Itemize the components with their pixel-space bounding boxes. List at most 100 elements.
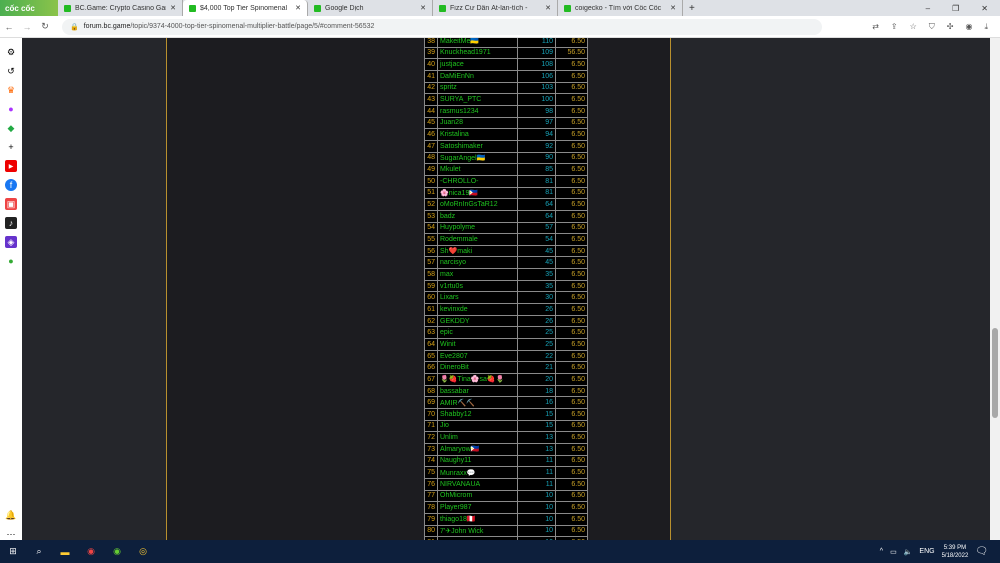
minimize-icon[interactable]: – bbox=[925, 3, 931, 13]
username-cell: Sh❤️maki bbox=[437, 244, 518, 258]
network-icon[interactable]: ▭ bbox=[890, 548, 897, 556]
more-icon[interactable]: ⋯ bbox=[6, 528, 16, 539]
game-icon[interactable]: ◆ bbox=[7, 122, 15, 133]
score-cell: 22 bbox=[517, 349, 556, 363]
scrollbar-thumb[interactable] bbox=[992, 328, 998, 418]
youtube-icon[interactable]: ▶ bbox=[5, 160, 17, 172]
close-tab-icon[interactable]: ✕ bbox=[170, 5, 176, 12]
rank-cell: 49 bbox=[424, 163, 438, 176]
extensions-icon[interactable]: ✣ bbox=[946, 21, 954, 31]
lock-icon: 🔒 bbox=[70, 23, 79, 31]
close-tab-icon[interactable]: ✕ bbox=[295, 5, 301, 12]
clock[interactable]: 5:39 PM 5/18/2022 bbox=[941, 544, 969, 559]
table-row: 64 Winit 25 6.50 bbox=[424, 338, 588, 351]
facebook-icon[interactable]: f bbox=[5, 179, 17, 191]
close-window-icon[interactable]: ✕ bbox=[981, 3, 988, 13]
close-tab-icon[interactable]: ✕ bbox=[420, 5, 426, 12]
rank-cell: 53 bbox=[424, 209, 438, 223]
score-cell: 103 bbox=[517, 81, 556, 95]
rank-cell: 47 bbox=[424, 139, 438, 153]
table-row: 68 bassabar 18 6.50 bbox=[424, 384, 588, 398]
new-tab-button[interactable]: + bbox=[689, 2, 695, 14]
table-row: 55 Rodemmale 54 6.50 bbox=[424, 233, 588, 246]
maximize-icon[interactable]: ❐ bbox=[952, 3, 960, 13]
chrome-icon[interactable]: ◉ bbox=[87, 546, 95, 556]
username-cell: epic bbox=[437, 326, 518, 340]
prize-cell: 6.50 bbox=[555, 93, 588, 106]
browser-tab[interactable]: BC.Game: Crypto Casino Gam ✕ bbox=[58, 0, 183, 16]
download-icon[interactable]: ⤓ bbox=[984, 21, 988, 31]
share-icon[interactable]: ⇪ bbox=[890, 21, 898, 31]
close-tab-icon[interactable]: ✕ bbox=[670, 5, 676, 12]
table-row: 60 Lixars 30 6.50 bbox=[424, 291, 588, 305]
table-row: 57 narcisyo 45 6.50 bbox=[424, 256, 588, 270]
windows-start-icon[interactable]: ⊞ bbox=[9, 546, 17, 556]
score-cell: 81 bbox=[517, 186, 556, 200]
prize-cell: 6.50 bbox=[555, 512, 588, 526]
score-cell: 90 bbox=[517, 151, 556, 165]
username-cell: rasmus1234 bbox=[437, 104, 518, 118]
tray-chevron-icon[interactable]: ^ bbox=[879, 548, 884, 555]
profile-icon[interactable]: ◉ bbox=[965, 21, 973, 31]
shield-icon[interactable]: ⛉ bbox=[928, 21, 935, 31]
rank-cell: 66 bbox=[424, 361, 438, 375]
app-icon[interactable]: ♪ bbox=[5, 217, 17, 229]
score-cell: 81 bbox=[517, 174, 556, 188]
username-cell: NIRVANAUA bbox=[437, 477, 518, 491]
score-cell: 106 bbox=[517, 69, 556, 83]
scrollbar[interactable] bbox=[990, 38, 1000, 540]
score-cell: 10 bbox=[517, 524, 556, 538]
prize-cell: 6.50 bbox=[555, 477, 588, 491]
crown-icon[interactable]: ♛ bbox=[6, 84, 16, 95]
volume-icon[interactable]: 🔈 bbox=[903, 548, 913, 556]
prize-cell: 6.50 bbox=[555, 174, 588, 188]
prize-cell: 6.50 bbox=[555, 233, 588, 246]
coccoc-icon[interactable]: ◉ bbox=[113, 546, 121, 556]
app-icon[interactable]: ● bbox=[8, 256, 14, 266]
add-icon[interactable]: + bbox=[8, 142, 14, 152]
app-icon[interactable]: ◎ bbox=[139, 546, 147, 556]
language-indicator[interactable]: ENG bbox=[919, 548, 935, 555]
score-cell: 16 bbox=[517, 396, 556, 409]
prize-cell: 6.50 bbox=[555, 128, 588, 141]
table-row: 43 SURYA_PTC 100 6.50 bbox=[424, 93, 588, 106]
browser-tab[interactable]: coigecko - Tìm với Cốc Cốc ✕ bbox=[558, 0, 683, 16]
browser-tab[interactable]: $4,000 Top Tier Spinomenal ✕ bbox=[183, 0, 308, 16]
rank-cell: 75 bbox=[424, 466, 438, 479]
close-tab-icon[interactable]: ✕ bbox=[545, 5, 551, 12]
username-cell: -CHROLLO- bbox=[437, 174, 518, 188]
username-cell: kevinxde bbox=[437, 303, 518, 316]
score-cell: 26 bbox=[517, 314, 556, 328]
rank-cell: 48 bbox=[424, 151, 438, 165]
table-row: 69 AMIR⛏️⛏️ 16 6.50 bbox=[424, 396, 588, 409]
messenger-icon[interactable]: ● bbox=[8, 104, 14, 114]
score-cell: 35 bbox=[517, 268, 556, 281]
reload-icon[interactable]: ↻ bbox=[41, 21, 49, 31]
score-cell: 30 bbox=[517, 291, 556, 305]
back-icon[interactable]: ← bbox=[4, 21, 14, 32]
url-input[interactable]: 🔒 forum.bc.game/topic/9374-4000-top-tier-… bbox=[62, 18, 822, 35]
prize-cell: 6.50 bbox=[555, 116, 588, 130]
browser-logo[interactable]: cốc cốc bbox=[0, 0, 58, 16]
page-content: 38 MakeitMe🇺🇦 110 6.50 39 Knuckhead1971 109 56.… bbox=[22, 38, 990, 540]
app-icon[interactable]: ◈ bbox=[5, 236, 17, 248]
table-row: 81106.50 bbox=[424, 536, 588, 540]
app-icon[interactable]: ▣ bbox=[5, 198, 17, 210]
browser-tab[interactable]: Google Dịch ✕ bbox=[308, 0, 433, 16]
history-icon[interactable]: ↺ bbox=[7, 65, 15, 76]
file-explorer-icon[interactable]: ▬ bbox=[60, 546, 70, 557]
favicon-icon bbox=[189, 4, 196, 12]
rank-cell: 39 bbox=[424, 46, 438, 60]
translate-icon[interactable]: ⇄ bbox=[872, 21, 879, 31]
star-icon[interactable]: ☆ bbox=[909, 21, 917, 31]
forward-icon[interactable]: → bbox=[22, 21, 32, 32]
action-center-icon[interactable]: 🗨 bbox=[975, 546, 988, 557]
username-cell: Kristalina bbox=[437, 128, 518, 141]
browser-tab[interactable]: Fizz Cư Dân Ất-lan-tích - ✕ bbox=[433, 0, 558, 16]
search-icon[interactable]: ⌕ bbox=[36, 546, 42, 556]
prize-cell: 6.50 bbox=[555, 524, 588, 538]
notification-icon[interactable]: 🔔 bbox=[5, 509, 17, 520]
prize-cell: 6.50 bbox=[555, 69, 588, 83]
rank-cell: 74 bbox=[424, 454, 438, 468]
settings-icon[interactable]: ⚙ bbox=[6, 46, 16, 57]
